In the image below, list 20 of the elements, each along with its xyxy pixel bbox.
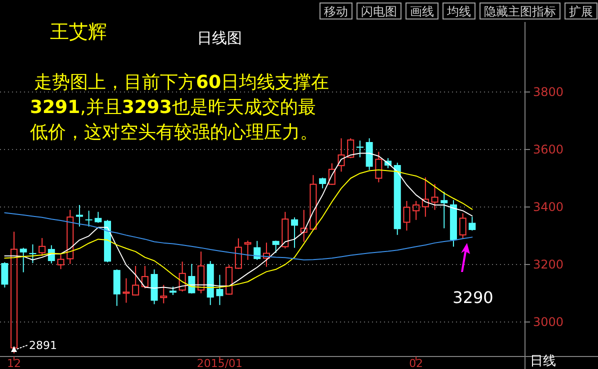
- x-tick-label: 12: [7, 357, 22, 369]
- y-tick-label: 3400: [533, 200, 564, 214]
- text: 移动: [324, 4, 348, 18]
- chart-title: 日线图: [197, 29, 242, 47]
- annotation: 2891: [29, 339, 57, 352]
- y-tick-label: 3600: [533, 142, 564, 156]
- text: 闪电图: [361, 4, 397, 18]
- y-tick-label: 3000: [533, 315, 564, 329]
- y-tick-label: 3200: [533, 258, 564, 272]
- x-tick-label: 02: [409, 357, 424, 369]
- text: 日线: [530, 354, 556, 369]
- y-tick-label: 3800: [533, 85, 564, 99]
- text: 走势图上，目前下方60日均线支撑在3291,并且3293也是昨天成交的最低价，这对空头有较强的心理压力。: [30, 72, 330, 143]
- annotation: 王艾辉: [50, 21, 107, 43]
- annotation: 3290: [452, 288, 494, 307]
- text: 均线: [446, 4, 471, 18]
- text: 画线: [410, 4, 434, 18]
- text: 扩展: [569, 4, 593, 18]
- x-tick-label: 2015/01: [196, 357, 243, 369]
- text: 隐藏主图指标: [484, 4, 556, 18]
